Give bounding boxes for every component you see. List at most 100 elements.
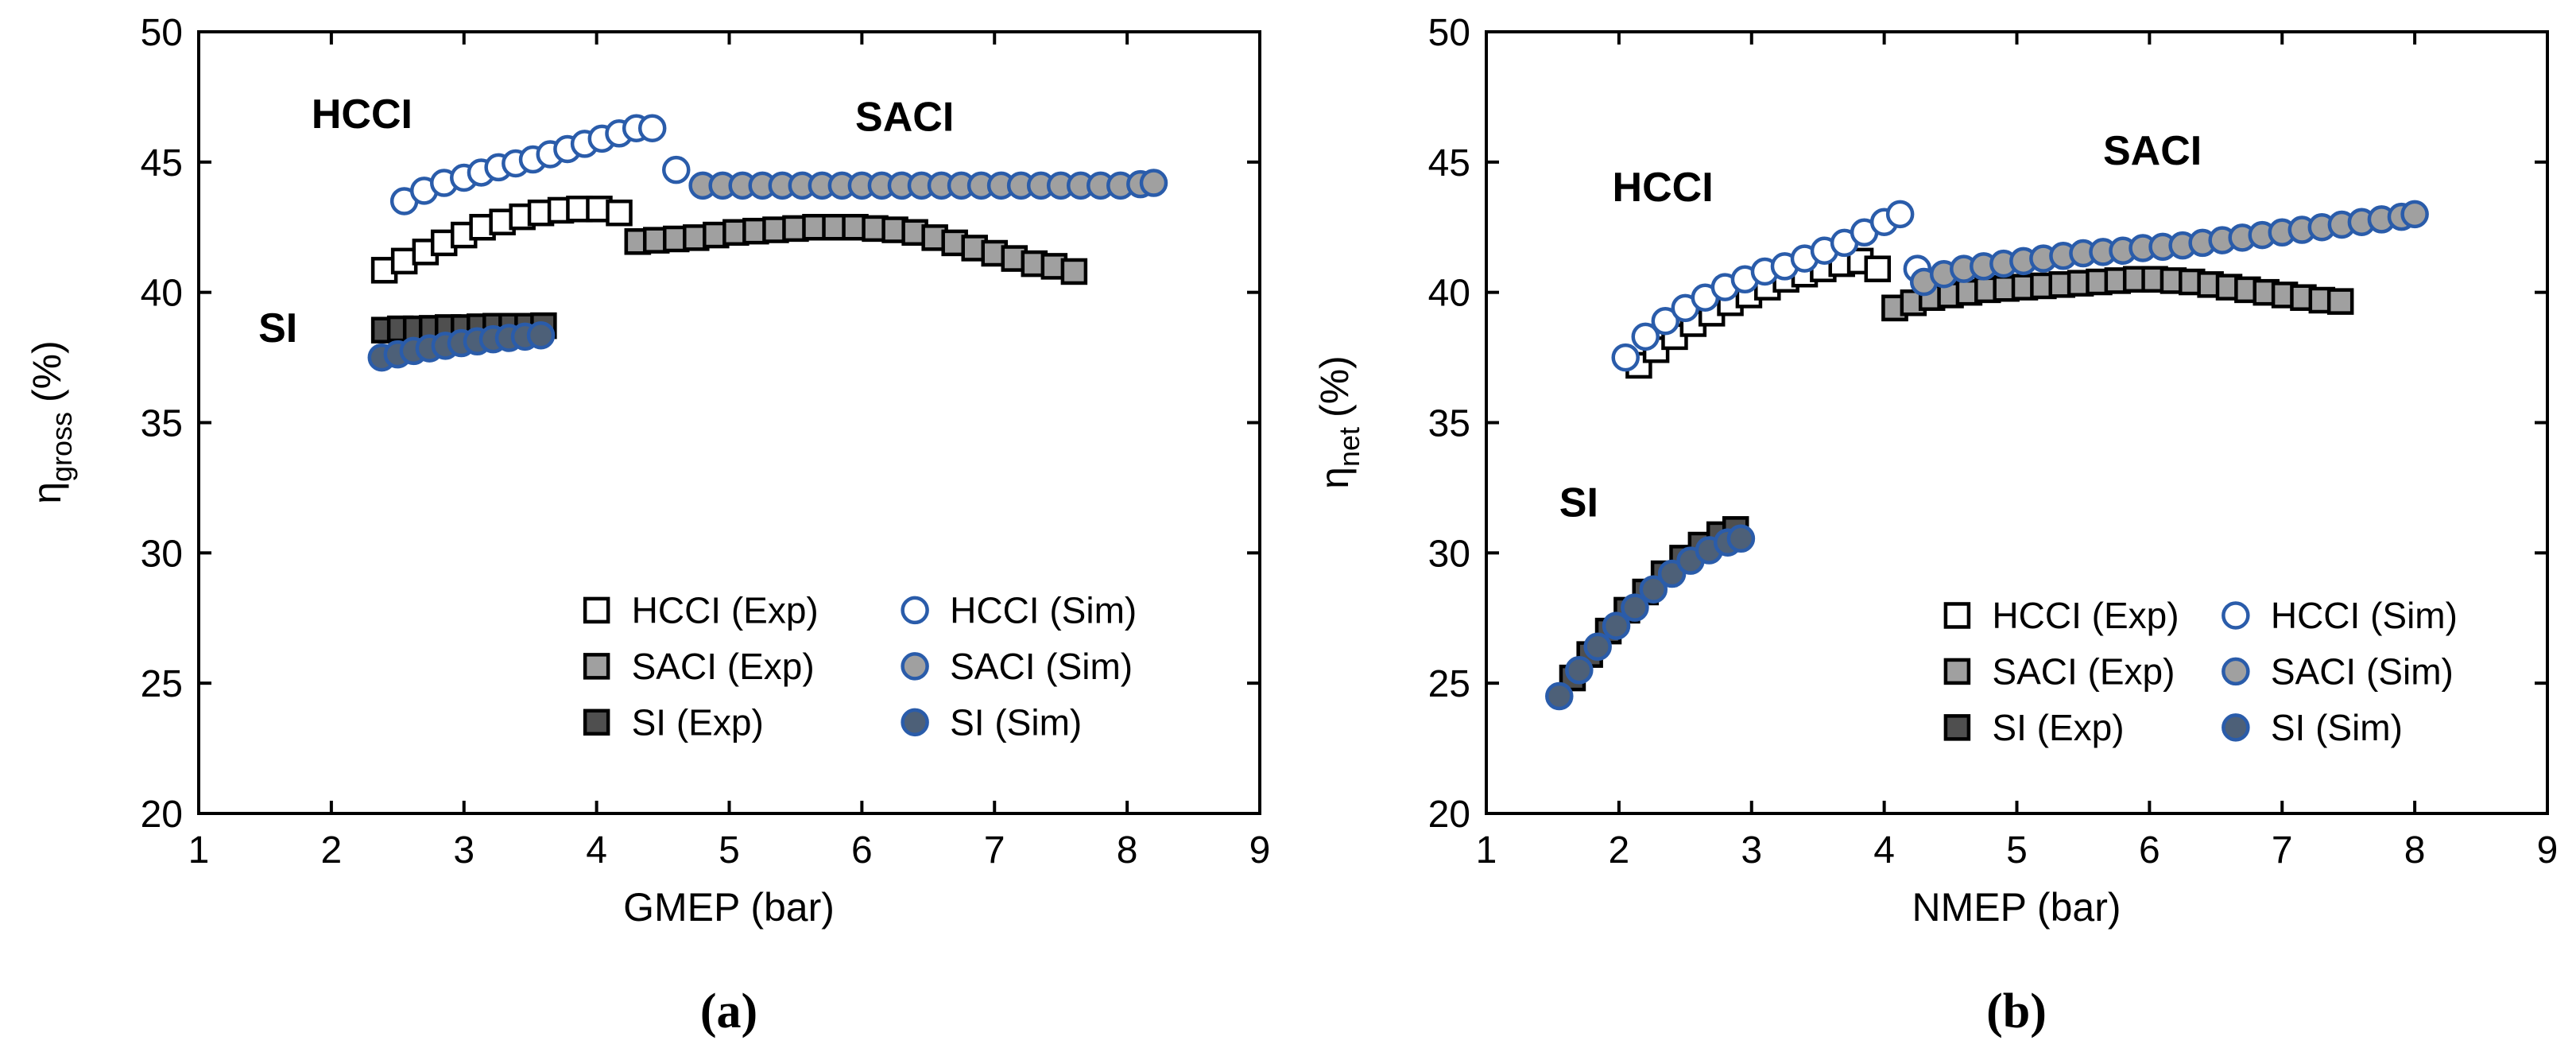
y-tick-label: 50 (1428, 12, 1470, 54)
legend-label: HCCI (Exp) (1992, 595, 2179, 636)
annotation-hcci: HCCI (1613, 165, 1714, 211)
legend-label: SACI (Sim) (2271, 650, 2454, 692)
x-tick-label: 7 (984, 829, 1005, 871)
caption-a: (a) (700, 984, 757, 1038)
x-tick-label: 1 (188, 829, 210, 871)
y-tick-label: 35 (1428, 403, 1470, 445)
data-point (662, 155, 691, 184)
y-tick-label: 40 (1428, 273, 1470, 315)
x-axis-label-a: GMEP (bar) (623, 885, 835, 930)
x-tick-label: 6 (851, 829, 873, 871)
y-tick-label: 40 (141, 273, 183, 315)
x-tick-label: 8 (1117, 829, 1138, 871)
y-tick-label: 30 (141, 533, 183, 575)
data-point (1651, 306, 1680, 336)
y-tick-label: 20 (1428, 794, 1470, 836)
y-axis-unit-a: (%) (25, 340, 69, 402)
data-point (1545, 681, 1574, 711)
annotation-saci: SACI (2103, 128, 2202, 174)
annotation-saci: SACI (855, 95, 954, 141)
legend-marker (2222, 601, 2250, 630)
data-point (1885, 200, 1915, 229)
y-axis-label-a: ηgross (%) (25, 340, 78, 504)
x-tick-label: 3 (1741, 829, 1762, 871)
legend-label: SI (Exp) (1992, 707, 2124, 748)
series-saci-sim (688, 169, 1168, 200)
y-tick-label: 20 (141, 794, 183, 836)
chart-panel-a: GMEP (bar) ηgross (%) (a) 1 2 3 4 5 6 7 8 9 20 25 30… (25, 12, 1271, 1038)
series-hcci-sim (1611, 200, 1932, 372)
legend-marker (1943, 658, 1971, 685)
legend-marker (583, 653, 610, 680)
legend-marker (583, 596, 610, 624)
x-tick-label: 4 (586, 829, 607, 871)
data-point (1565, 656, 1594, 685)
data-point (2400, 200, 2429, 229)
x-tick-label: 9 (2537, 829, 2559, 871)
y-tick-label: 35 (141, 403, 183, 445)
caption-b: (b) (1986, 984, 2047, 1038)
legend-label: HCCI (Sim) (2271, 595, 2458, 636)
legend-label: SI (Exp) (632, 701, 764, 743)
legend-marker (901, 708, 929, 737)
y-tick-label: 30 (1428, 533, 1470, 575)
x-tick-label: 9 (1249, 829, 1271, 871)
y-axis-label-b: ηnet (%) (1312, 355, 1365, 489)
legend-label: SACI (Exp) (1992, 650, 2175, 692)
x-axis-label-b: NMEP (bar) (1912, 885, 2121, 930)
legend-marker (901, 652, 929, 681)
legend: HCCI (Exp) SACI (Exp) SI (Exp) HCCI (Sim) SA… (583, 589, 1137, 743)
legend-label: HCCI (Exp) (632, 589, 819, 631)
annotation-hcci: HCCI (312, 91, 413, 138)
y-axis-subscript-a: gross (45, 412, 78, 482)
x-tick-label: 5 (719, 829, 740, 871)
legend-label: HCCI (Sim) (950, 589, 1137, 631)
y-axis-subscript-b: net (1333, 427, 1365, 467)
x-tick-label: 3 (453, 829, 475, 871)
annotation-si: SI (1559, 479, 1598, 526)
data-point (1864, 255, 1892, 282)
legend-marker (2222, 657, 2250, 686)
series-si-sim (1545, 524, 1756, 711)
x-tick-label: 2 (1609, 829, 1630, 871)
data-point (1726, 524, 1756, 553)
x-tick-label: 2 (321, 829, 343, 871)
legend-label: SACI (Sim) (950, 646, 1133, 687)
x-tick-label: 8 (2404, 829, 2426, 871)
data-point (1631, 322, 1660, 351)
data-point (1621, 593, 1649, 622)
legend-label: SI (Sim) (2271, 707, 2403, 748)
x-tick-label: 5 (2006, 829, 2028, 871)
legend-marker (583, 708, 610, 736)
x-tick-label: 7 (2272, 829, 2293, 871)
y-axis-symbol-b: η (1312, 467, 1357, 489)
axes-box (197, 30, 1261, 815)
y-tick-label: 25 (141, 663, 183, 705)
legend-marker (1943, 602, 1971, 629)
legend-marker (1943, 714, 1971, 741)
y-tick-label: 25 (1428, 663, 1470, 705)
y-axis-symbol-a: η (25, 482, 69, 504)
series-saci-exp (624, 214, 1088, 285)
data-point (1657, 559, 1687, 588)
chart-panel-b: NMEP (bar) ηnet(%) (b) 1 2 3 4 5 6 7 8 9 20 25 30 35… (1288, 0, 2575, 1052)
y-tick-label: 50 (141, 12, 183, 54)
chart-a: GMEP (bar) ηgross (%) (a) 1 2 3 4 5 6 7 8 9 20 25 30… (25, 12, 1271, 1038)
data-point (637, 114, 667, 142)
x-tick-label: 6 (2139, 829, 2160, 871)
series-si-sim (367, 320, 556, 372)
x-tick-label: 4 (1873, 829, 1895, 871)
annotation-si: SI (258, 305, 297, 351)
data-point (1639, 575, 1668, 604)
data-point (1602, 611, 1631, 640)
data-point (1611, 343, 1640, 372)
y-tick-label: 45 (1428, 142, 1470, 184)
series-hcci-sim (389, 114, 691, 215)
data-point (1583, 632, 1612, 662)
legend: HCCI (Exp) SACI (Exp) SI (Exp) HCCI (Sim) SA… (1943, 595, 2458, 748)
legend-label: SI (Sim) (950, 701, 1082, 743)
legend-label: SACI (Exp) (632, 646, 815, 687)
